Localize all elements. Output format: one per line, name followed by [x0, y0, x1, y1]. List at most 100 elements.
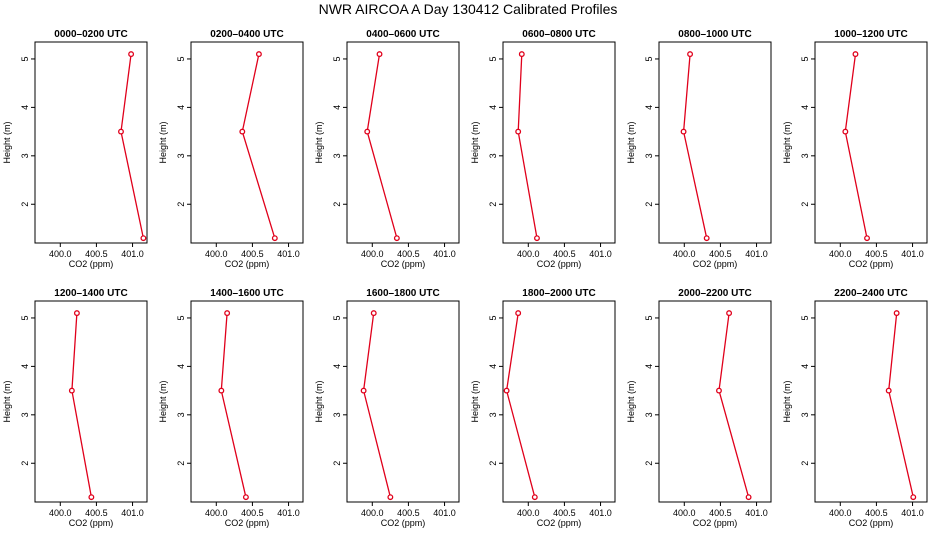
- y-tick-label: 4: [176, 105, 186, 110]
- data-point: [387, 494, 394, 501]
- data-point: [726, 310, 733, 317]
- x-tick-label: 401.0: [433, 508, 456, 518]
- co2-profile-line: [71, 313, 93, 498]
- data-point: [885, 387, 892, 394]
- panels-grid: 0000–0200 UTC 400.0 400.5 401.0 2 3 4 5 CO2 (ppm…: [2, 29, 928, 528]
- co2-profile-line: [718, 313, 750, 498]
- data-point: [73, 310, 80, 317]
- data-point: [687, 51, 694, 58]
- panel-title: 1200–1400 UTC: [54, 288, 127, 299]
- profile-panel: 1000–1200 UTC 400.0 400.5 401.0 2 3 4 5 CO2 (ppm…: [782, 29, 928, 269]
- y-axis-label: Height (m): [158, 380, 168, 422]
- x-axis-label: CO2 (ppm): [849, 518, 894, 528]
- data-point: [518, 51, 525, 58]
- y-tick-label: 4: [800, 364, 810, 369]
- x-tick-label: 400.5: [709, 508, 732, 518]
- x-tick-label: 400.5: [397, 249, 420, 259]
- co2-profile-line: [220, 313, 247, 498]
- x-tick-label: 400.0: [205, 508, 228, 518]
- profile-panel: 1800–2000 UTC 400.0 400.5 401.0 2 3 4 5 CO2 (ppm…: [470, 288, 616, 528]
- y-axis-label: Height (m): [2, 380, 12, 422]
- y-axis-label: Height (m): [158, 121, 168, 163]
- x-tick-label: 401.0: [589, 508, 612, 518]
- x-tick-label: 400.0: [517, 249, 540, 259]
- x-tick-label: 401.0: [121, 249, 144, 259]
- y-tick-label: 4: [332, 105, 342, 110]
- y-tick-label: 2: [332, 202, 342, 207]
- data-point: [271, 235, 278, 242]
- x-tick-label: 401.0: [901, 249, 924, 259]
- panel-title: 0600–0800 UTC: [522, 29, 595, 40]
- data-point: [910, 494, 917, 501]
- co2-profile-line: [120, 54, 145, 239]
- y-tick-label: 4: [176, 364, 186, 369]
- plot-frame: [658, 41, 772, 244]
- y-axis-label: Height (m): [782, 121, 792, 163]
- co2-profile-line: [366, 53, 398, 239]
- x-tick-label: 400.5: [709, 249, 732, 259]
- plot-frame: [814, 41, 928, 244]
- co2-profile-line: [505, 313, 536, 498]
- x-tick-label: 401.0: [745, 508, 768, 518]
- panel-title: 0400–0600 UTC: [366, 29, 439, 40]
- y-tick-label: 3: [332, 412, 342, 417]
- y-axis-label: Height (m): [314, 380, 324, 422]
- data-point: [393, 235, 400, 242]
- co2-profile-line: [517, 54, 538, 239]
- x-tick-label: 400.0: [49, 249, 72, 259]
- data-point: [515, 128, 522, 135]
- y-axis-label: Height (m): [2, 121, 12, 163]
- y-axis-label: Height (m): [314, 121, 324, 163]
- y-tick-label: 2: [488, 202, 498, 207]
- panel-title: 1600–1800 UTC: [366, 288, 439, 299]
- x-tick-label: 400.5: [85, 508, 108, 518]
- x-tick-label: 400.0: [361, 508, 384, 518]
- data-point: [364, 128, 371, 135]
- y-tick-label: 3: [800, 412, 810, 417]
- x-axis-label: CO2 (ppm): [537, 518, 582, 528]
- y-tick-label: 3: [800, 153, 810, 158]
- co2-profile-line: [844, 54, 868, 239]
- profile-panel: 0200–0400 UTC 400.0 400.5 401.0 2 3 4 5 CO2 (ppm…: [158, 29, 304, 269]
- data-point: [534, 235, 540, 242]
- plot-frame: [502, 41, 616, 244]
- data-point: [255, 51, 262, 58]
- data-point: [88, 494, 95, 501]
- y-tick-label: 2: [332, 461, 342, 466]
- profile-panel: 2200–2400 UTC 400.0 400.5 401.0 2 3 4 5 CO2 (ppm…: [782, 288, 928, 528]
- x-tick-label: 401.0: [589, 249, 612, 259]
- x-tick-label: 400.5: [553, 508, 576, 518]
- y-axis-label: Height (m): [626, 380, 636, 422]
- plot-frame: [346, 300, 460, 503]
- plot-frame: [502, 300, 616, 503]
- profile-panel: 1600–1800 UTC 400.0 400.5 401.0 2 3 4 5 CO2 (ppm…: [314, 288, 460, 528]
- profile-panel: 1200–1400 UTC 400.0 400.5 401.0 2 3 4 5 CO2 (ppm…: [2, 288, 148, 528]
- x-axis-label: CO2 (ppm): [225, 259, 270, 269]
- y-tick-label: 5: [800, 315, 810, 320]
- y-tick-label: 3: [176, 412, 186, 417]
- panel-title: 2000–2200 UTC: [678, 288, 751, 299]
- y-tick-label: 3: [644, 153, 654, 158]
- x-tick-label: 400.5: [865, 508, 888, 518]
- data-point: [376, 51, 383, 58]
- panel-title: 1000–1200 UTC: [834, 29, 907, 40]
- y-tick-label: 2: [800, 461, 810, 466]
- x-tick-label: 400.0: [517, 508, 540, 518]
- y-tick-label: 5: [488, 56, 498, 61]
- data-point: [745, 494, 752, 501]
- x-tick-label: 400.0: [361, 249, 384, 259]
- y-tick-label: 5: [176, 315, 186, 320]
- profile-panel: 2000–2200 UTC 400.0 400.5 401.0 2 3 4 5 CO2 (ppm…: [626, 288, 772, 528]
- y-axis-label: Height (m): [470, 121, 480, 163]
- y-tick-label: 5: [332, 56, 342, 61]
- x-axis-label: CO2 (ppm): [69, 259, 114, 269]
- y-tick-label: 2: [644, 202, 654, 207]
- x-tick-label: 401.0: [121, 508, 144, 518]
- data-point: [128, 51, 135, 58]
- x-axis-label: CO2 (ppm): [537, 259, 582, 269]
- y-axis-label: Height (m): [626, 121, 636, 163]
- data-point: [239, 128, 246, 135]
- y-tick-label: 3: [644, 412, 654, 417]
- data-point: [852, 51, 859, 58]
- y-tick-label: 5: [332, 315, 342, 320]
